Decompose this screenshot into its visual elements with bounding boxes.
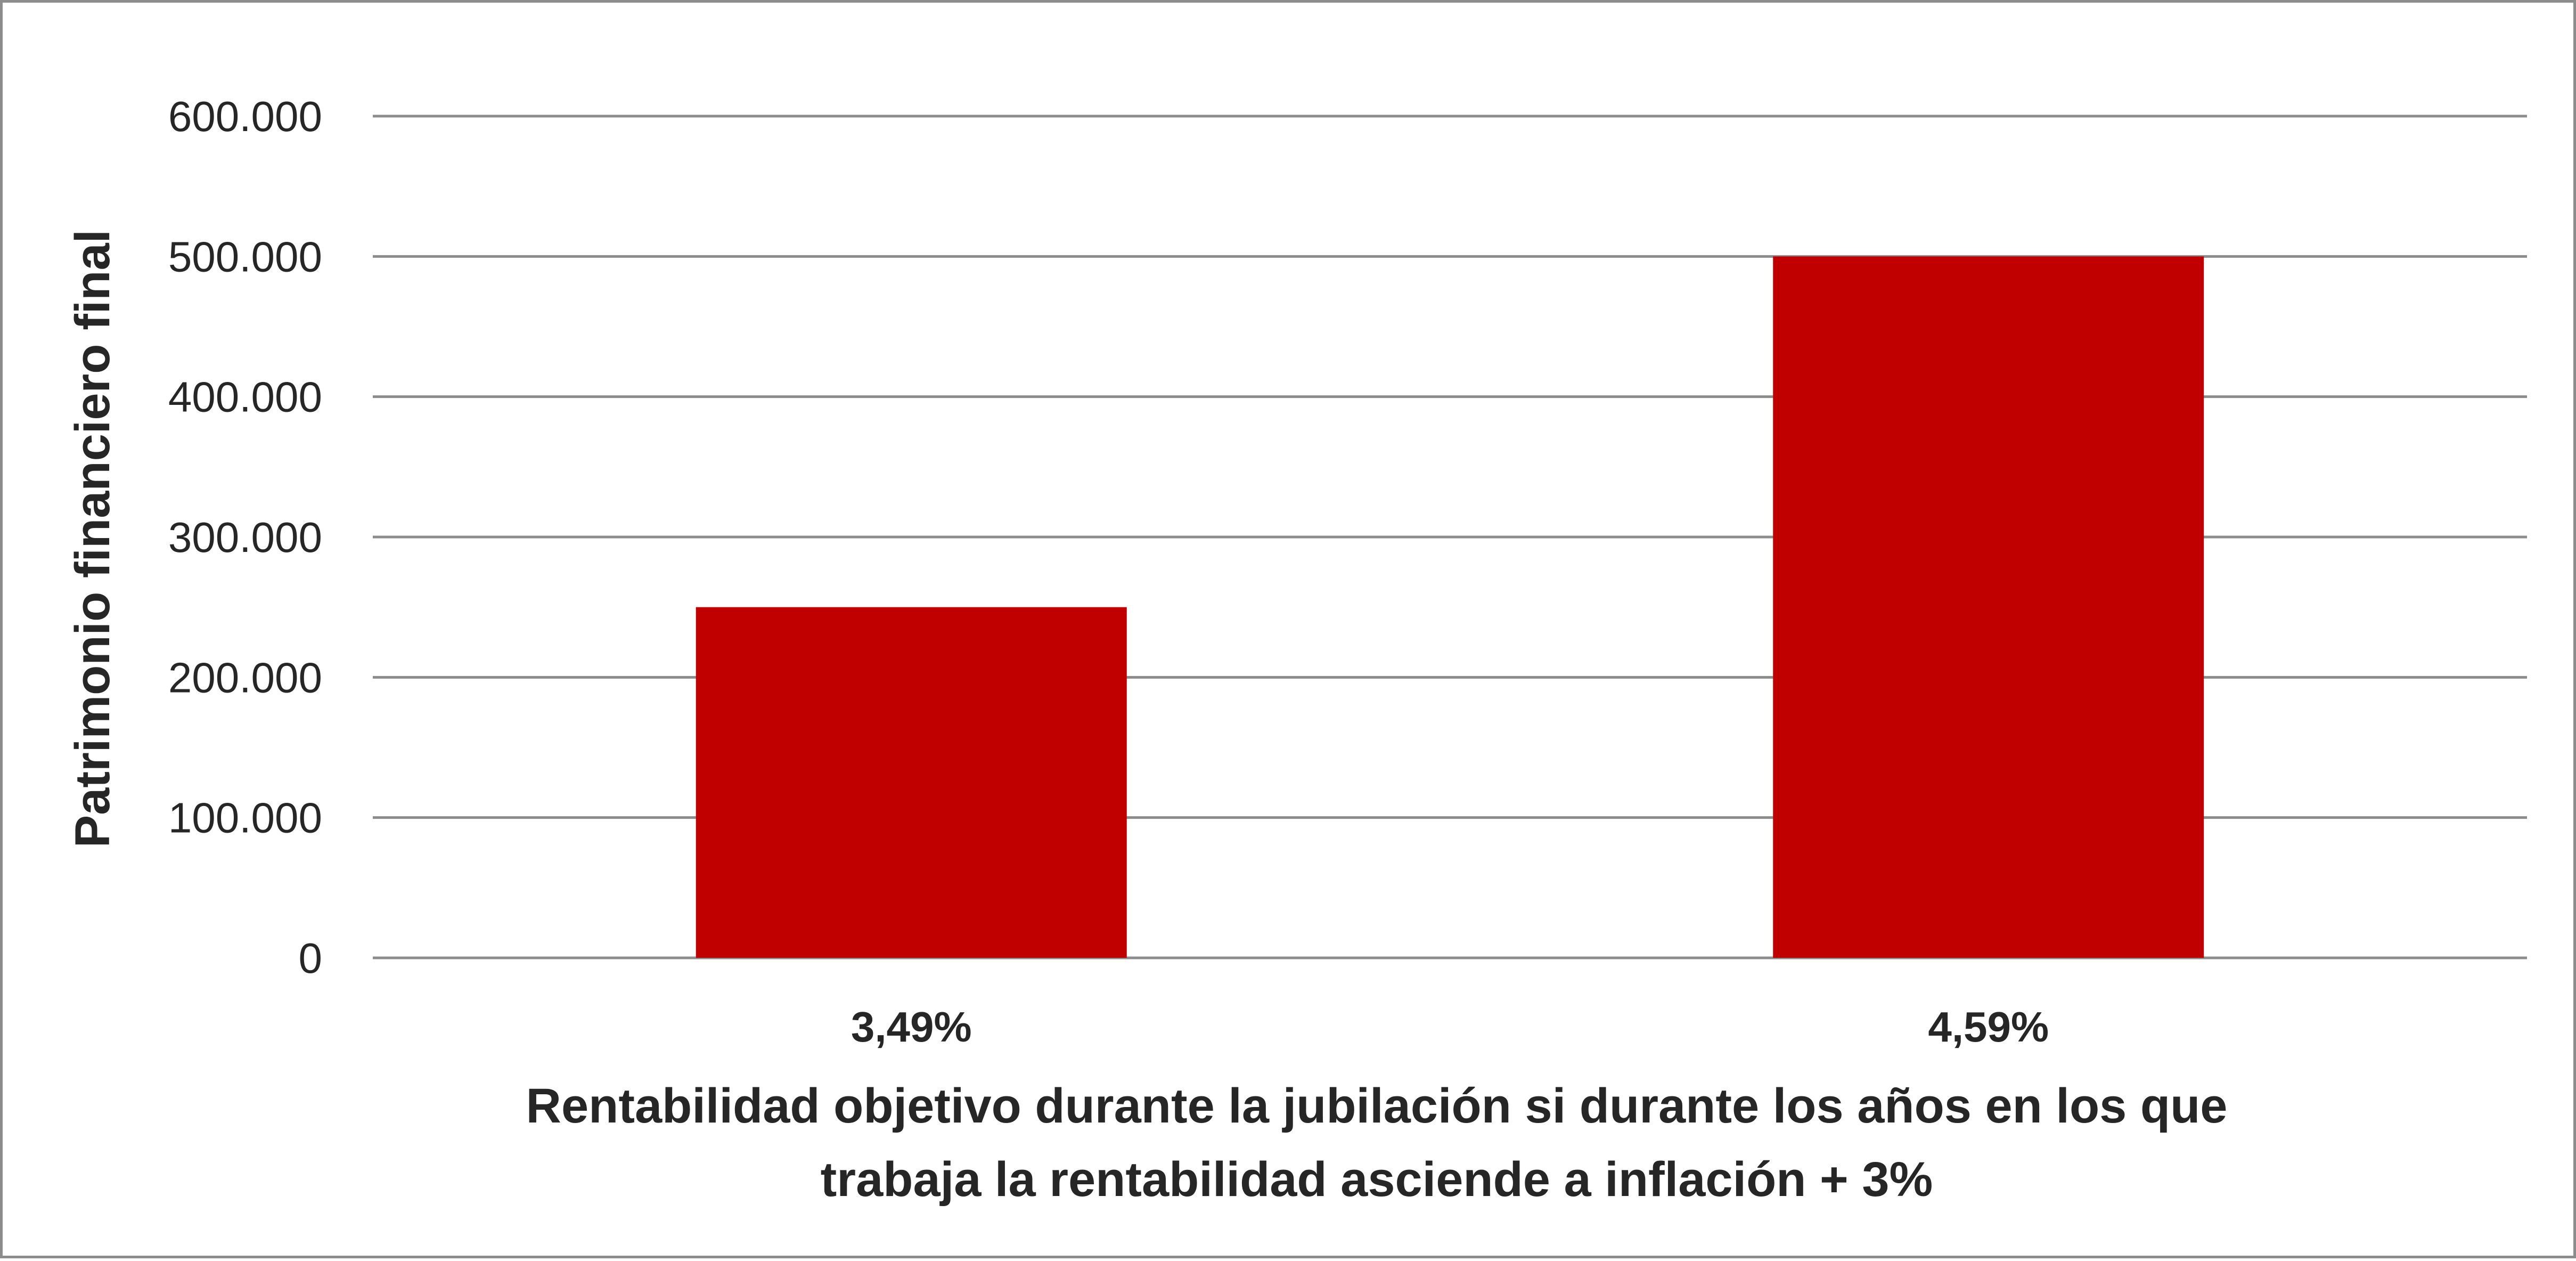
x-tick-label: 4,59% xyxy=(1928,1003,2049,1051)
bars xyxy=(696,256,2204,958)
bar-1 xyxy=(1773,256,2204,958)
y-axis-ticks: 0 100.000 200.000 300.000 400.000 500.000 600.… xyxy=(168,93,322,982)
y-tick-label: 300.000 xyxy=(168,514,322,561)
y-tick-label: 100.000 xyxy=(168,794,322,842)
x-axis-title-line-1: Rentabilidad objetivo durante la jubilac… xyxy=(526,1079,2228,1133)
x-axis-title-line-2: trabaja la rentabilidad asciende a infla… xyxy=(821,1152,1933,1207)
y-tick-label: 500.000 xyxy=(168,233,322,280)
bar-0 xyxy=(696,607,1127,958)
x-axis-ticks: 3,49% 4,59% xyxy=(851,1003,2049,1051)
bar-chart: 0 100.000 200.000 300.000 400.000 500.000 600.… xyxy=(66,93,2527,1207)
y-tick-label: 0 xyxy=(299,934,323,982)
y-axis-title: Patrimonio financiero final xyxy=(66,230,120,848)
x-tick-label: 3,49% xyxy=(851,1003,972,1051)
y-tick-label: 600.000 xyxy=(168,93,322,140)
y-tick-label: 200.000 xyxy=(168,654,322,701)
y-tick-label: 400.000 xyxy=(168,373,322,421)
